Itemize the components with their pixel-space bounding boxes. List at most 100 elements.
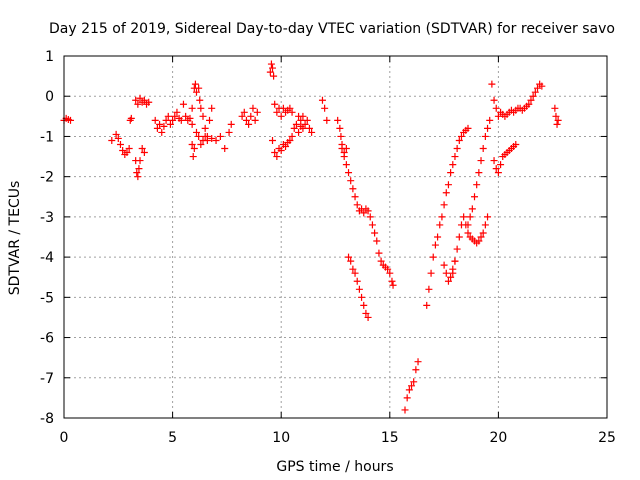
chart-title: Day 215 of 2019, Sidereal Day-to-day VTE…: [49, 21, 615, 37]
data-point: [238, 112, 246, 120]
data-point: [156, 120, 164, 128]
data-point: [138, 145, 146, 153]
data-point: [153, 124, 161, 132]
data-point: [451, 153, 459, 161]
data-point: [212, 136, 220, 144]
data-point: [140, 96, 148, 104]
data-point: [196, 96, 204, 104]
data-point: [188, 104, 196, 112]
data-point: [464, 221, 472, 229]
data-point: [366, 213, 374, 221]
data-point: [208, 134, 216, 142]
data-point: [225, 128, 233, 136]
data-point: [481, 221, 489, 229]
data-point: [410, 378, 418, 386]
data-point: [492, 165, 500, 173]
data-point: [440, 261, 448, 269]
grid-lines: [64, 56, 607, 418]
x-tick-label: 25: [598, 430, 616, 446]
y-tick-label: -8: [40, 411, 54, 427]
data-point: [468, 205, 476, 213]
data-point: [347, 257, 355, 265]
data-point: [497, 161, 505, 169]
data-point: [455, 136, 463, 144]
y-axis-label: SDTVAR / TECUs: [7, 181, 23, 296]
data-point: [189, 153, 197, 161]
data-point: [195, 84, 203, 92]
data-point: [151, 116, 159, 124]
data-point: [136, 94, 144, 102]
data-point: [171, 112, 179, 120]
data-point: [455, 233, 463, 241]
data-point: [305, 124, 313, 132]
data-point: [429, 253, 437, 261]
data-point: [288, 108, 296, 116]
data-point: [271, 149, 279, 157]
data-point: [67, 116, 75, 124]
data-point: [277, 112, 285, 120]
data-point: [375, 249, 383, 257]
x-tick-label: 10: [272, 430, 290, 446]
data-point: [323, 116, 331, 124]
data-point: [473, 181, 481, 189]
x-tick-label: 20: [489, 430, 507, 446]
data-point: [195, 132, 203, 140]
data-point: [444, 181, 452, 189]
data-point: [389, 281, 397, 289]
data-point: [529, 92, 537, 100]
data-point: [271, 100, 279, 108]
data-point: [299, 124, 307, 132]
data-point: [191, 80, 199, 88]
x-tick-label: 15: [381, 430, 399, 446]
data-point: [197, 104, 205, 112]
data-point: [135, 165, 143, 173]
data-point: [253, 108, 261, 116]
data-point: [206, 116, 214, 124]
data-point: [477, 157, 485, 165]
data-point: [481, 132, 489, 140]
data-point: [471, 193, 479, 201]
data-point: [267, 60, 275, 68]
data-point: [166, 120, 174, 128]
data-point: [221, 145, 229, 153]
data-point: [340, 149, 348, 157]
data-point: [112, 130, 120, 138]
data-point: [384, 265, 392, 273]
y-tick-label: -2: [40, 170, 54, 186]
data-point: [279, 104, 287, 112]
data-point: [282, 143, 290, 150]
data-point: [158, 128, 166, 136]
data-point: [436, 221, 444, 229]
x-tick-labels: 0 5 10 15 20 25: [60, 430, 616, 446]
data-point: [449, 265, 457, 273]
data-point: [182, 112, 190, 120]
data-point: [277, 147, 285, 155]
data-point: [373, 237, 381, 245]
data-point: [216, 132, 224, 140]
y-tick-label: -5: [40, 290, 54, 306]
y-tick-label: -6: [40, 331, 54, 347]
data-point: [242, 116, 250, 124]
x-tick-label: 0: [60, 430, 69, 446]
data-point: [134, 100, 142, 108]
data-point: [442, 269, 450, 277]
y-tick-label: 1: [45, 49, 54, 65]
data-point: [477, 233, 485, 241]
data-points: [60, 60, 562, 414]
data-point: [440, 201, 448, 209]
data-point: [360, 301, 368, 309]
data-point: [552, 112, 560, 120]
data-point: [408, 382, 416, 390]
data-point: [434, 233, 442, 241]
data-point: [273, 153, 281, 161]
data-point: [347, 177, 355, 185]
data-point: [136, 157, 144, 165]
data-point: [377, 257, 385, 265]
data-point: [286, 104, 294, 112]
data-point: [334, 116, 342, 124]
y-tick-label: -1: [40, 129, 54, 145]
data-point: [169, 116, 177, 124]
data-point: [364, 207, 372, 215]
data-point: [301, 120, 309, 128]
